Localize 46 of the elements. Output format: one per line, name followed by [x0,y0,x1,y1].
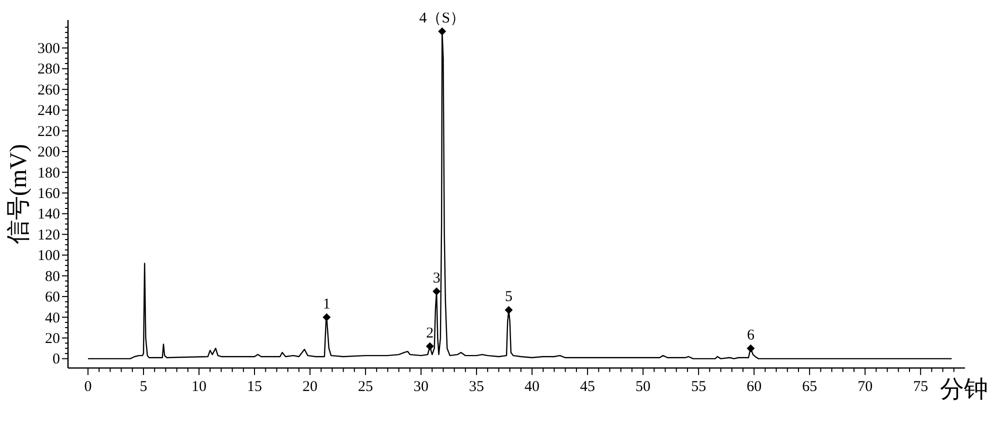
y-tick-label: 240 [38,103,60,120]
y-axis-title: 信号(mV) [6,144,32,244]
annotation: 5 [504,289,512,305]
x-tick-label: 75 [913,379,928,395]
point [426,342,434,350]
x-tick-label: 45 [580,379,596,395]
point [438,27,446,36]
x-tick-label: 5 [140,379,148,395]
point [432,287,441,296]
x-tick-label: 0 [84,379,92,395]
point [504,306,513,314]
annotation: 4（S） [419,10,466,26]
annotation: 2 [426,325,434,342]
y-tick-label: 0 [52,352,60,368]
annotation: 1 [322,296,330,312]
point [746,344,755,352]
y-tick-label: 60 [45,290,60,306]
x-tick-label: 25 [358,379,374,395]
x-tick-label: 10 [192,379,206,395]
point [322,313,331,322]
y-tick-label: 280 [38,62,60,78]
y-tick-label: 100 [38,248,60,264]
x-tick-label: 65 [802,379,818,395]
x-tick-label: 15 [247,379,262,395]
y-tick-label: 40 [45,310,60,326]
x-tick-label: 50 [636,379,651,395]
y-tick-label: 260 [38,82,60,98]
y-tick-label: 200 [38,144,60,161]
y-tick-label: 140 [38,206,60,223]
y-tick-label: 120 [38,227,60,244]
y-tick-label: 20 [45,330,60,347]
y-tick-label: 220 [38,124,60,140]
y-tick-label: 80 [45,268,60,285]
x-tick-label: 35 [469,379,484,395]
annotation: 6 [746,327,755,344]
x-tick-label: 55 [691,379,706,395]
annotation: 3 [432,270,440,286]
x-tick-label: 40 [524,379,540,395]
x-tick-label: 20 [302,379,318,395]
y-tick-label: 300 [38,40,60,57]
x-tick-label: 70 [858,379,873,395]
x-tick-label: 30 [414,379,429,395]
y-tick-label: 160 [38,186,60,202]
x-axis-title: 分钟 [940,377,988,403]
x-tick-label: 60 [746,379,762,395]
y-tick-label: 180 [38,165,60,182]
